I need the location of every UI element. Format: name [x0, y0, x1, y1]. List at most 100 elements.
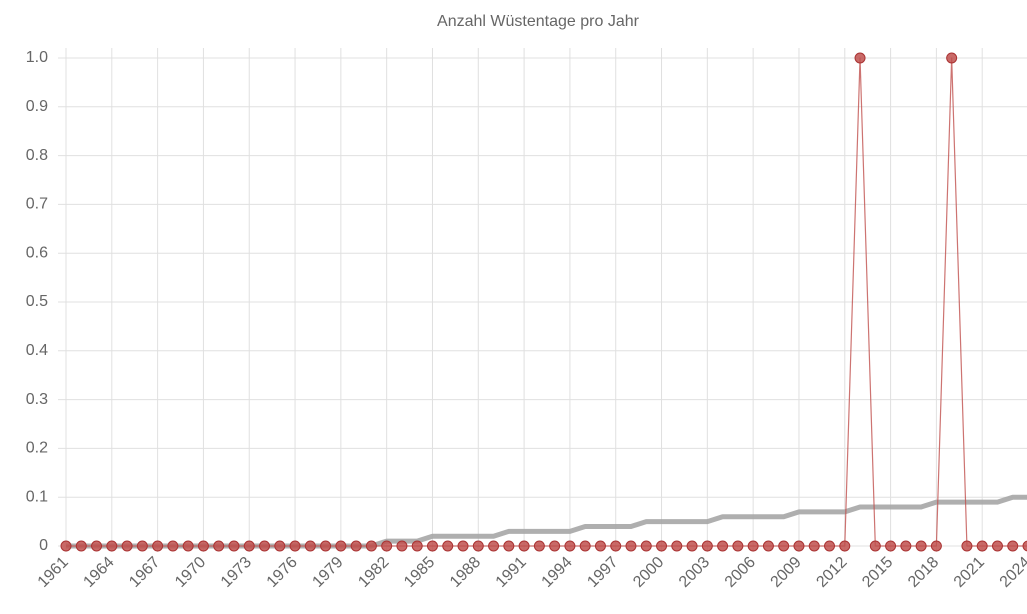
- data-point: [197, 540, 209, 552]
- x-tick-label: 2018: [905, 554, 942, 591]
- chart-title: Anzahl Wüstentage pro Jahr: [437, 13, 640, 30]
- y-tick-label: 0.1: [26, 488, 48, 505]
- y-tick-label: 1.0: [26, 49, 48, 66]
- y-tick-label: 0.2: [26, 440, 48, 457]
- y-tick-label: 0.6: [26, 244, 48, 261]
- data-point: [839, 540, 851, 552]
- y-tick-label: 0.9: [26, 98, 48, 115]
- data-point: [991, 540, 1003, 552]
- series-line: [66, 57, 1027, 547]
- y-tick-label: 0: [39, 537, 48, 554]
- data-point: [320, 540, 332, 552]
- x-tick-label: 1982: [355, 554, 392, 591]
- data-point: [472, 540, 484, 552]
- x-tick-label: 1991: [493, 554, 530, 591]
- x-tick-label: 2021: [951, 554, 988, 591]
- data-point: [381, 540, 393, 552]
- data-point: [396, 540, 408, 552]
- data-point: [946, 52, 958, 64]
- data-point: [152, 540, 164, 552]
- data-point: [625, 540, 637, 552]
- data-point: [365, 540, 377, 552]
- data-point: [885, 540, 897, 552]
- x-tick-label: 1985: [401, 554, 438, 591]
- data-point: [564, 540, 576, 552]
- data-point: [243, 540, 255, 552]
- data-point: [701, 540, 713, 552]
- data-point: [610, 540, 622, 552]
- data-point: [335, 540, 347, 552]
- data-point: [350, 540, 362, 552]
- data-point: [732, 540, 744, 552]
- data-point: [457, 540, 469, 552]
- data-point: [106, 540, 118, 552]
- data-point: [228, 540, 240, 552]
- x-tick-label: 2012: [813, 554, 850, 591]
- data-point: [824, 540, 835, 552]
- data-point: [136, 540, 148, 552]
- x-tick-label: 1961: [35, 554, 72, 591]
- data-point: [930, 540, 942, 552]
- data-point: [442, 540, 454, 552]
- data-point: [60, 540, 72, 552]
- data-point: [213, 540, 225, 552]
- data-point: [75, 540, 87, 552]
- data-point: [91, 540, 103, 552]
- data-point: [518, 540, 530, 552]
- data-point: [640, 540, 652, 552]
- data-point: [289, 540, 301, 552]
- data-point: [762, 540, 774, 552]
- data-point: [808, 540, 820, 552]
- data-point: [182, 540, 194, 552]
- data-point: [869, 540, 881, 552]
- data-point: [304, 540, 316, 552]
- x-tick-label: 2000: [630, 554, 667, 591]
- x-tick-label: 1970: [172, 554, 209, 591]
- x-tick-label: 2009: [768, 554, 805, 591]
- data-point: [717, 540, 729, 552]
- data-point: [259, 540, 271, 552]
- series-line: [66, 494, 1027, 549]
- data-point: [915, 540, 927, 552]
- data-point: [900, 540, 912, 552]
- data-point: [671, 540, 683, 552]
- y-tick-label: 0.4: [26, 342, 48, 359]
- data-point: [549, 540, 561, 552]
- data-point: [426, 540, 438, 552]
- data-point: [656, 540, 668, 552]
- y-tick-label: 0.5: [26, 293, 48, 310]
- data-point: [594, 540, 606, 552]
- data-point: [1022, 540, 1027, 552]
- x-tick-label: 1967: [126, 554, 163, 591]
- data-point: [579, 540, 591, 552]
- x-tick-label: 2006: [722, 554, 759, 591]
- x-tick-label: 1997: [584, 554, 621, 591]
- x-tick-label: 1988: [447, 554, 484, 591]
- data-point: [503, 540, 515, 552]
- data-point: [167, 540, 179, 552]
- y-tick-label: 0.3: [26, 391, 48, 408]
- data-point: [778, 540, 790, 552]
- data-point: [533, 540, 545, 552]
- x-tick-label: 2015: [859, 554, 896, 591]
- data-point: [1007, 540, 1019, 552]
- data-point: [686, 540, 698, 552]
- data-point: [854, 52, 866, 64]
- x-tick-label: 1976: [264, 554, 301, 591]
- y-tick-label: 0.7: [26, 196, 48, 213]
- data-point: [411, 540, 423, 552]
- x-tick-label: 1964: [80, 554, 117, 591]
- x-tick-label: 1973: [218, 554, 255, 591]
- x-tick-label: 1979: [309, 554, 346, 591]
- data-point: [793, 540, 805, 552]
- y-tick-label: 0.8: [26, 147, 48, 164]
- data-point: [274, 540, 286, 552]
- x-tick-label: 2024: [997, 554, 1027, 591]
- data-point: [961, 540, 973, 552]
- data-point: [976, 540, 988, 552]
- data-point: [488, 540, 500, 552]
- x-tick-label: 1994: [539, 554, 576, 591]
- x-tick-label: 2003: [676, 554, 713, 591]
- data-point: [121, 540, 133, 552]
